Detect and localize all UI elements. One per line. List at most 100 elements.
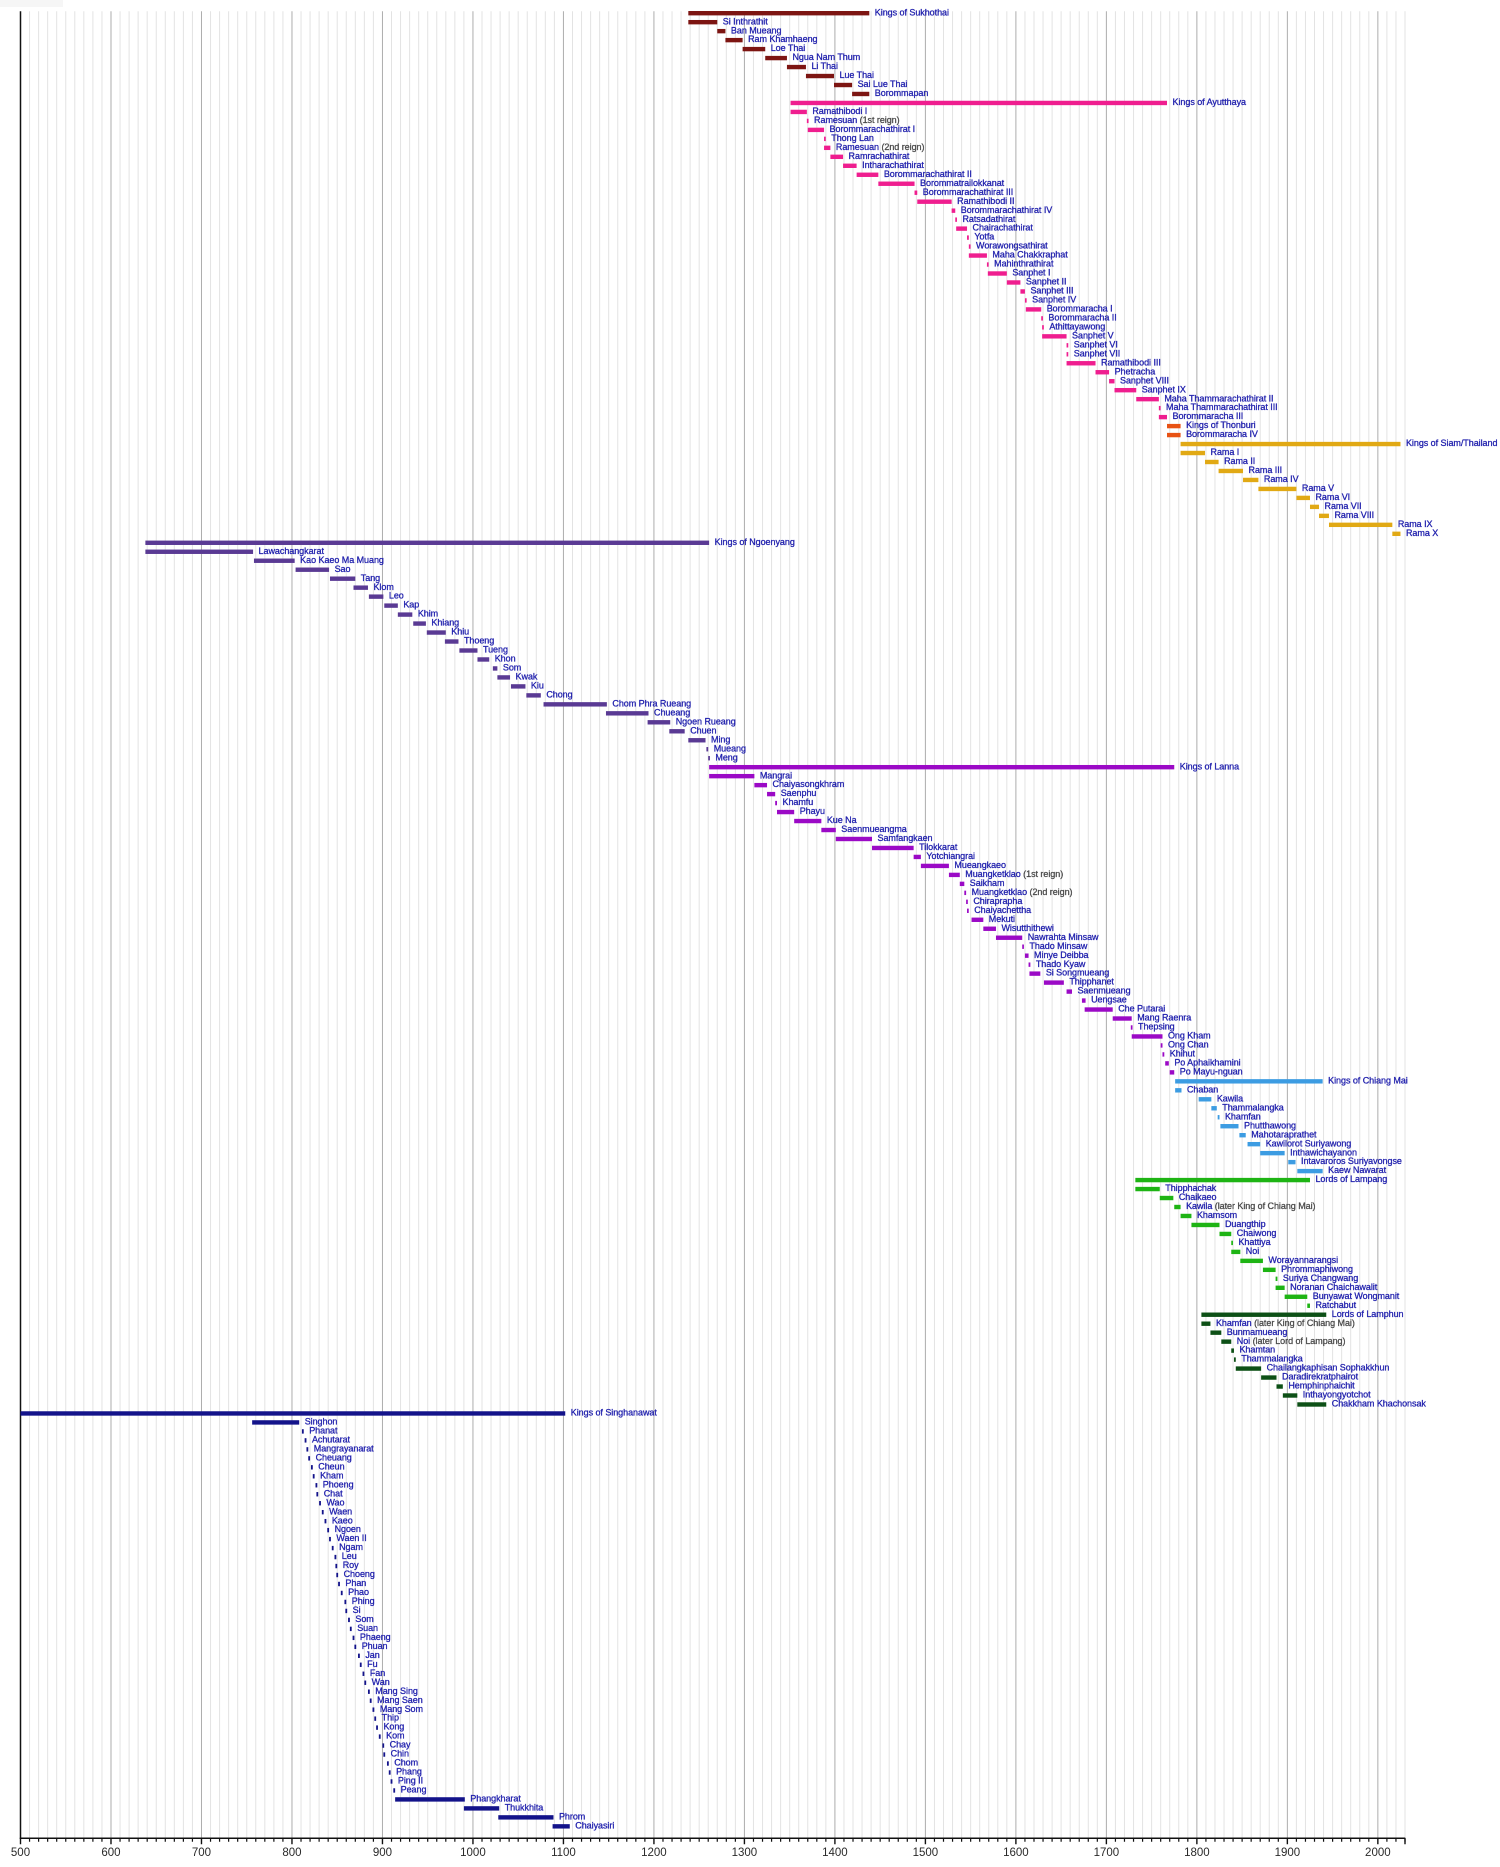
svg-text:Lords of Lamphun: Lords of Lamphun	[1332, 1309, 1404, 1319]
svg-text:Kao Kaeo Ma Muang: Kao Kaeo Ma Muang	[300, 555, 384, 565]
svg-text:900: 900	[373, 1847, 392, 1859]
svg-text:Mekuti: Mekuti	[989, 914, 1015, 924]
svg-text:Yotchiangrai: Yotchiangrai	[926, 851, 975, 861]
svg-text:Rama IV: Rama IV	[1264, 474, 1299, 484]
svg-text:Klom: Klom	[373, 582, 393, 592]
svg-text:Mangrayanarat: Mangrayanarat	[314, 1443, 374, 1453]
svg-text:1700: 1700	[1094, 1847, 1120, 1859]
svg-text:Bunyawat Wongmanit: Bunyawat Wongmanit	[1313, 1291, 1400, 1301]
svg-text:Chailangkaphisan Sophakkhun: Chailangkaphisan Sophakkhun	[1267, 1363, 1390, 1373]
svg-text:Chaban: Chaban	[1187, 1084, 1218, 1094]
svg-text:Phoeng: Phoeng	[323, 1479, 354, 1489]
svg-text:Kwak: Kwak	[516, 672, 538, 682]
svg-text:600: 600	[101, 1847, 120, 1859]
svg-text:Mahotaraprathet: Mahotaraprathet	[1251, 1129, 1317, 1139]
svg-text:Chueang: Chueang	[654, 707, 690, 717]
svg-text:Wisutthithewi: Wisutthithewi	[1001, 923, 1053, 933]
svg-text:Khattiya: Khattiya	[1238, 1237, 1270, 1247]
svg-text:800: 800	[282, 1847, 301, 1859]
svg-text:Ngua Nam Thum: Ngua Nam Thum	[792, 52, 860, 62]
svg-text:Rama II: Rama II	[1224, 456, 1255, 466]
svg-text:Thoeng: Thoeng	[464, 636, 494, 646]
svg-text:Ramrachathirat: Ramrachathirat	[849, 151, 910, 161]
svg-text:Noranan Chaichawalit: Noranan Chaichawalit	[1290, 1282, 1378, 1292]
svg-text:Maha Thammarachathirat III: Maha Thammarachathirat III	[1166, 402, 1278, 412]
svg-text:Kaeo: Kaeo	[332, 1515, 353, 1525]
svg-text:Kom: Kom	[386, 1731, 404, 1741]
svg-text:Cheun: Cheun	[318, 1461, 344, 1471]
svg-text:Chaikaeo: Chaikaeo	[1179, 1192, 1217, 1202]
svg-text:Jan: Jan	[365, 1650, 379, 1660]
svg-text:Sanphet V: Sanphet V	[1072, 330, 1114, 340]
svg-text:Khamfan: Khamfan	[1225, 1111, 1261, 1121]
svg-text:Wao: Wao	[326, 1497, 344, 1507]
svg-text:Khiang: Khiang	[431, 618, 459, 628]
svg-text:Waen: Waen	[329, 1506, 352, 1516]
svg-text:Choeng: Choeng	[344, 1569, 375, 1579]
svg-text:Ramesuan (2nd reign): Ramesuan (2nd reign)	[836, 142, 925, 152]
svg-text:Inthawichayanon: Inthawichayanon	[1290, 1147, 1357, 1157]
svg-text:Kaew Nawarat: Kaew Nawarat	[1328, 1165, 1386, 1175]
svg-text:1300: 1300	[732, 1847, 758, 1859]
svg-text:Ming: Ming	[711, 734, 730, 744]
svg-text:Samfangkaen: Samfangkaen	[878, 833, 933, 843]
svg-text:Ramathibodi III: Ramathibodi III	[1101, 357, 1161, 367]
svg-text:Saikham: Saikham	[970, 878, 1005, 888]
svg-text:Sanphet I: Sanphet I	[1012, 268, 1050, 278]
svg-text:Kings of Singhanawat: Kings of Singhanawat	[571, 1408, 658, 1418]
svg-text:Wan: Wan	[372, 1677, 390, 1687]
svg-text:Phutthawong: Phutthawong	[1244, 1120, 1296, 1130]
svg-text:1100: 1100	[551, 1847, 576, 1859]
svg-text:1400: 1400	[822, 1847, 848, 1859]
svg-text:1800: 1800	[1184, 1847, 1210, 1859]
svg-text:Tueng: Tueng	[483, 645, 508, 655]
svg-text:1900: 1900	[1275, 1847, 1301, 1859]
svg-text:Khamtan: Khamtan	[1239, 1345, 1275, 1355]
svg-text:Borommarachathirat IV: Borommarachathirat IV	[961, 205, 1053, 215]
svg-text:Maha Thammarachathirat II: Maha Thammarachathirat II	[1164, 393, 1273, 403]
svg-text:Lawachangkarat: Lawachangkarat	[259, 546, 325, 556]
svg-text:Thipphanet: Thipphanet	[1069, 977, 1114, 987]
svg-text:Som: Som	[503, 663, 521, 673]
svg-text:Inthayongyotchot: Inthayongyotchot	[1303, 1390, 1371, 1400]
svg-text:Thammalangka: Thammalangka	[1222, 1102, 1283, 1112]
svg-text:Sanphet VII: Sanphet VII	[1074, 348, 1121, 358]
svg-text:Bunmamueang: Bunmamueang	[1227, 1327, 1288, 1337]
svg-text:Phrommaphiwong: Phrommaphiwong	[1281, 1264, 1353, 1274]
svg-text:Khihut: Khihut	[1170, 1049, 1196, 1059]
svg-text:Thammalangka: Thammalangka	[1241, 1354, 1302, 1364]
svg-text:Phaeng: Phaeng	[360, 1632, 391, 1642]
svg-text:Yotfa: Yotfa	[974, 232, 994, 242]
svg-text:Suan: Suan	[357, 1623, 378, 1633]
svg-text:Intavaroros Suriyavongse: Intavaroros Suriyavongse	[1301, 1156, 1402, 1166]
svg-text:Chong: Chong	[546, 689, 572, 699]
svg-text:Chat: Chat	[324, 1488, 343, 1498]
svg-text:Chay: Chay	[390, 1740, 411, 1750]
svg-text:Phetracha: Phetracha	[1115, 366, 1156, 376]
svg-text:Maha Chakkraphat: Maha Chakkraphat	[992, 250, 1068, 260]
svg-text:Som: Som	[355, 1614, 373, 1624]
svg-text:Rama IX: Rama IX	[1398, 519, 1433, 529]
svg-text:Peang: Peang	[401, 1785, 427, 1795]
svg-text:Tilokkarat: Tilokkarat	[919, 842, 958, 852]
svg-text:Thip: Thip	[382, 1713, 399, 1723]
svg-text:Loe Thai: Loe Thai	[771, 43, 806, 53]
svg-text:Noi (later Lord of Lampang): Noi (later Lord of Lampang)	[1237, 1336, 1346, 1346]
svg-text:Tang: Tang	[361, 573, 380, 583]
svg-text:Phrom: Phrom	[559, 1811, 585, 1821]
svg-text:Kings of Ngoenyang: Kings of Ngoenyang	[715, 537, 795, 547]
svg-text:Worayannarangsi: Worayannarangsi	[1268, 1255, 1338, 1265]
svg-text:Mang Som: Mang Som	[380, 1704, 423, 1714]
svg-text:Kings of Sukhothai: Kings of Sukhothai	[875, 7, 949, 17]
svg-text:Kings of Siam/Thailand: Kings of Siam/Thailand	[1406, 438, 1497, 448]
svg-text:Mang Raenra: Mang Raenra	[1137, 1013, 1191, 1023]
svg-text:2000: 2000	[1365, 1847, 1391, 1859]
svg-text:Borommarachathirat III: Borommarachathirat III	[923, 187, 1013, 197]
svg-text:1000: 1000	[460, 1847, 486, 1859]
svg-text:Fan: Fan	[370, 1668, 385, 1678]
svg-text:Phing: Phing	[352, 1596, 375, 1606]
svg-text:Nawrahta Minsaw: Nawrahta Minsaw	[1028, 932, 1099, 942]
svg-text:Uengsae: Uengsae	[1091, 995, 1127, 1005]
svg-text:Khamfan (later King of Chiang: Khamfan (later King of Chiang Mai)	[1216, 1318, 1355, 1328]
svg-text:Ramathibodi II: Ramathibodi II	[957, 196, 1014, 206]
